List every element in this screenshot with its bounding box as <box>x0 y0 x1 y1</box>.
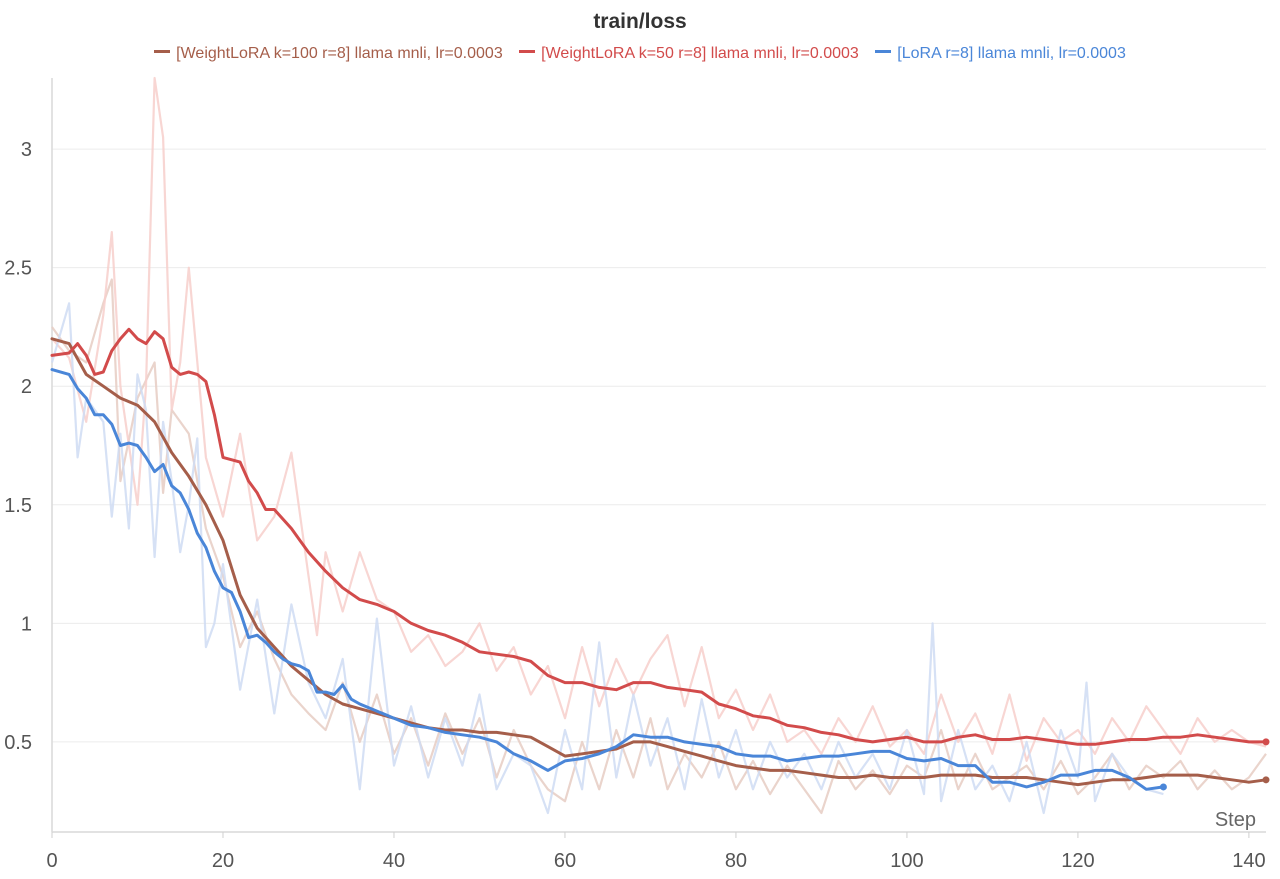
legend-label-weightlora-k50: [WeightLoRA k=50 r=8] llama mnli, lr=0.0… <box>541 45 859 62</box>
legend-label-weightlora-k100: [WeightLoRA k=100 r=8] llama mnli, lr=0.… <box>176 45 503 62</box>
legend-swatch-weightlora-k100 <box>154 50 171 54</box>
x-tick-label: 140 <box>1232 850 1265 872</box>
legend-label-lora: [LoRA r=8] llama mnli, lr=0.0003 <box>897 45 1126 62</box>
legend-swatch-lora <box>875 50 892 54</box>
y-tick-label: 0.5 <box>4 732 32 754</box>
chart-legend: [WeightLoRA k=100 r=8] llama mnli, lr=0.… <box>0 45 1280 63</box>
legend-swatch-weightlora-k50 <box>519 50 536 54</box>
x-tick-label: 60 <box>554 850 576 872</box>
series-end-point-2 <box>1159 783 1167 791</box>
x-tick-label: 100 <box>890 850 923 872</box>
legend-item-weightlora-k50[interactable]: [WeightLoRA k=50 r=8] llama mnli, lr=0.0… <box>519 45 859 63</box>
x-axis-label: Step <box>1215 809 1256 831</box>
x-tick-label: 0 <box>46 850 57 872</box>
y-tick-label: 2.5 <box>4 258 32 280</box>
raw-series-line-0 <box>51 278 1267 815</box>
y-tick-label: 1.5 <box>4 495 32 517</box>
series-end-point-1 <box>1262 738 1270 746</box>
smoothed-series-line-1 <box>50 327 1268 746</box>
x-tick-label: 40 <box>383 850 405 872</box>
series-end-point-0 <box>1262 776 1270 784</box>
smoothed-series-line-2 <box>50 368 1165 791</box>
x-tick-label: 80 <box>725 850 747 872</box>
legend-item-lora[interactable]: [LoRA r=8] llama mnli, lr=0.0003 <box>875 45 1126 63</box>
chart-title: train/loss <box>593 10 687 33</box>
y-tick-label: 3 <box>21 139 32 161</box>
smoothed-series-line-0 <box>50 337 1268 787</box>
y-tick-label: 2 <box>21 376 32 398</box>
legend-item-weightlora-k100[interactable]: [WeightLoRA k=100 r=8] llama mnli, lr=0.… <box>154 45 503 63</box>
x-tick-label: 120 <box>1061 850 1094 872</box>
x-tick-label: 20 <box>212 850 234 872</box>
y-tick-label: 1 <box>21 613 32 635</box>
raw-series-line-2 <box>50 302 1164 815</box>
raw-series-line-1 <box>51 76 1267 763</box>
